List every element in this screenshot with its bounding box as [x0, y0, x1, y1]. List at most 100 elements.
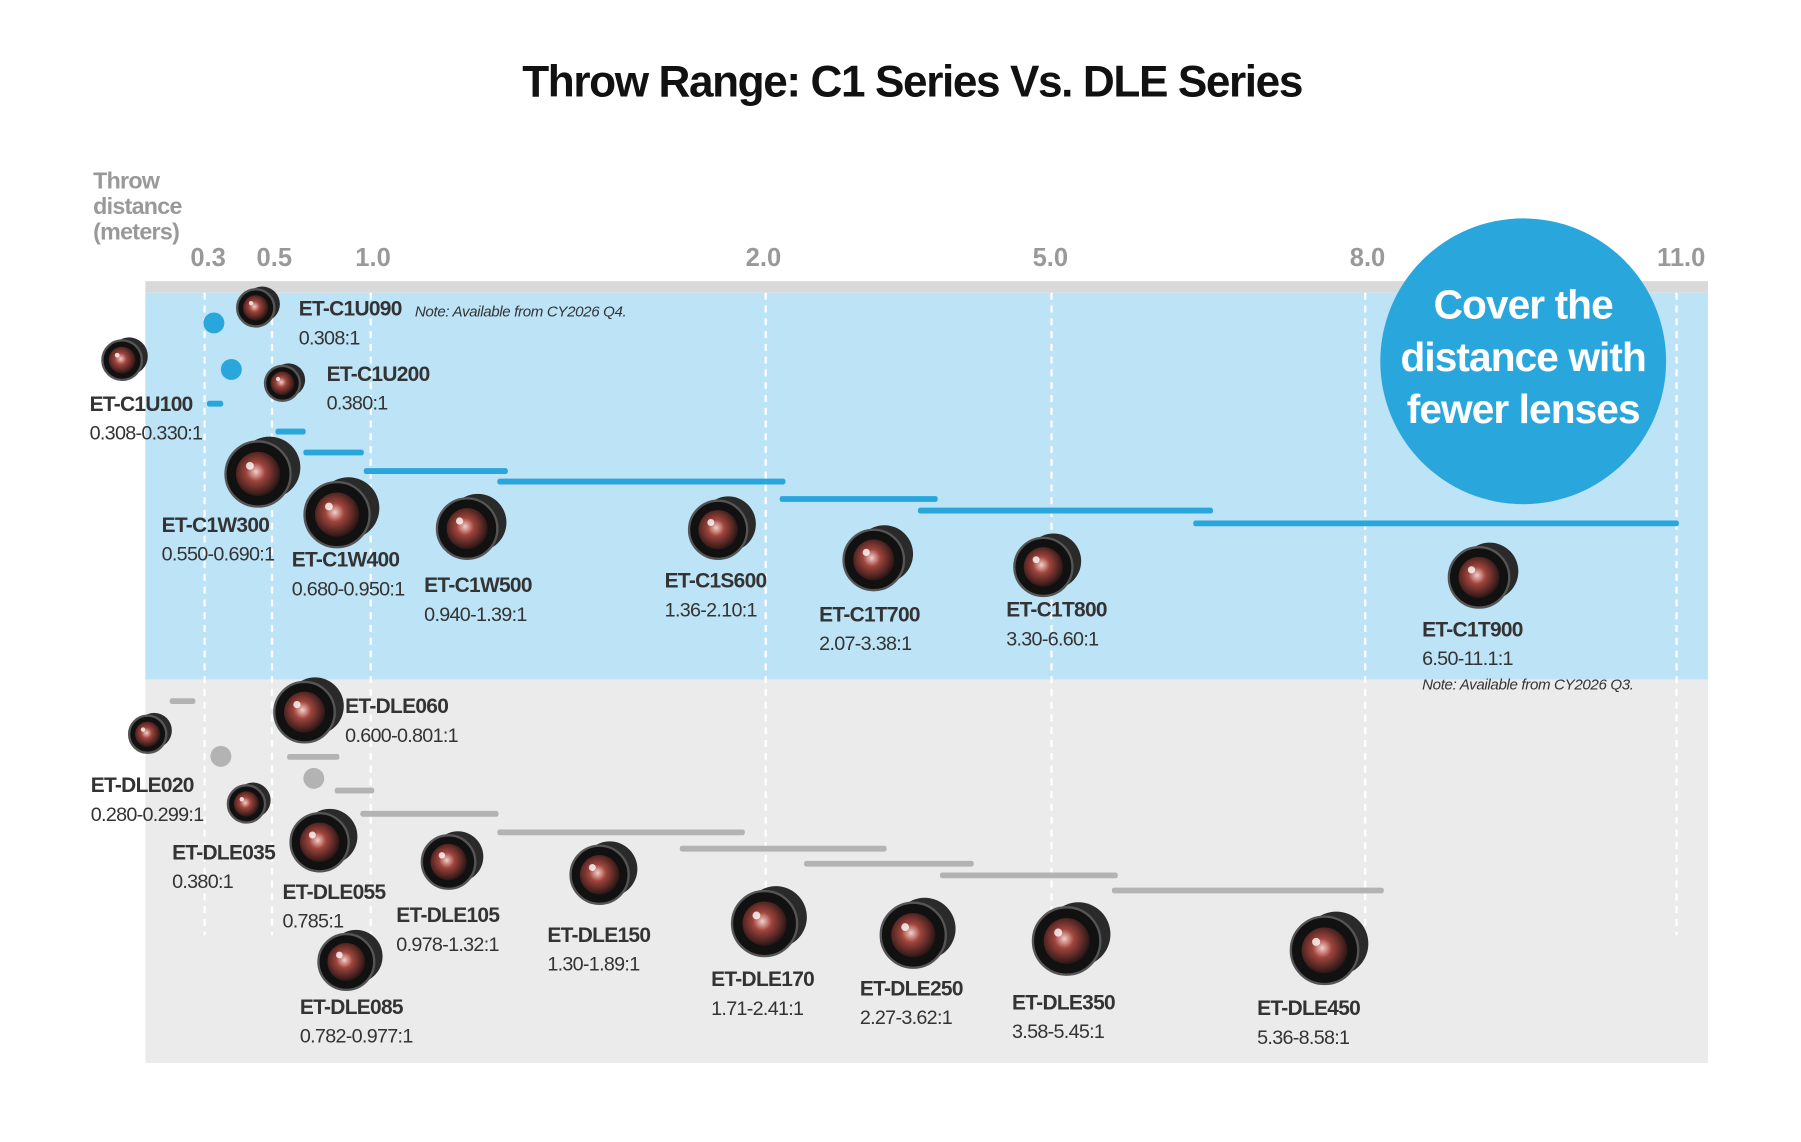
lens-icon [842, 525, 914, 592]
callout-text: distance with [1400, 334, 1645, 380]
lens-name: ET-DLE350 [1012, 991, 1115, 1014]
lens-glint [308, 831, 316, 839]
lens-name: ET-DLE150 [547, 924, 650, 947]
lens-glint [1032, 556, 1040, 564]
lens-glass [314, 492, 360, 537]
lens-ratio: 0.785:1 [282, 911, 344, 933]
lens-name: ET-DLE085 [300, 996, 404, 1019]
lens-icon [303, 477, 380, 549]
lens-icon [435, 493, 507, 560]
lens-name: ET-C1W400 [292, 549, 400, 572]
lens-name: ET-C1T900 [1422, 618, 1523, 641]
lens-icon [1447, 542, 1519, 609]
c1-range-bars [203, 312, 1679, 527]
lens-name: ET-DLE170 [711, 968, 814, 991]
lens-name: ET-DLE035 [172, 841, 276, 864]
axis-band [145, 281, 1708, 293]
lens-icon [226, 782, 271, 824]
lens-ratio: 0.978-1.32:1 [396, 934, 499, 956]
lens-glint [325, 502, 333, 511]
lens-ratio: 0.280-0.299:1 [91, 804, 204, 826]
lens-glint [1467, 566, 1476, 574]
lens-ratio: 2.27-3.62:1 [860, 1007, 953, 1029]
lens-ratio: 2.07-3.38:1 [819, 633, 912, 655]
lens-note: Note: Available from CY2026 Q3. [1422, 676, 1634, 693]
lens-glint [455, 517, 464, 525]
lens-name: ET-C1T800 [1006, 599, 1107, 622]
lens-name: ET-DLE450 [1257, 997, 1360, 1020]
lens-ratio: 0.380:1 [172, 871, 234, 893]
callout-text: Cover the [1434, 282, 1613, 328]
lens-ratio: 1.71-2.41:1 [711, 998, 804, 1020]
lens-name: ET-C1U200 [327, 363, 430, 386]
lens-glass [891, 913, 936, 958]
tick-label: 1.0 [355, 244, 391, 272]
lens-ratio: 0.940-1.39:1 [424, 604, 527, 626]
lens-ratio: 3.30-6.60:1 [1006, 628, 1099, 650]
lens-name: ET-C1U090 [299, 298, 402, 321]
lens-glint [248, 300, 254, 306]
lens-glass [135, 721, 161, 747]
lens-glass [1458, 556, 1500, 598]
lens-icon [1031, 902, 1111, 976]
lens-name: ET-DLE055 [282, 881, 386, 904]
lens-glass [1043, 918, 1090, 964]
lens-glass [243, 295, 269, 321]
lens-note: Note: Available from CY2026 Q4. [415, 303, 627, 320]
lens-name: ET-C1W300 [162, 514, 270, 537]
lens-icon [317, 929, 383, 991]
lens-glass [853, 539, 895, 581]
lens-icon [730, 886, 807, 958]
lens-name: ET-DLE020 [91, 774, 194, 797]
lens-name: ET-C1S600 [665, 570, 767, 593]
lens-ratio: 0.680-0.950:1 [292, 578, 405, 600]
lens-glint [752, 911, 761, 920]
lens-glass [299, 822, 340, 863]
lens-icon [1289, 911, 1369, 986]
axis-label: Throw [93, 168, 161, 194]
tick-label: 5.0 [1033, 244, 1069, 272]
lens-glint [293, 700, 301, 709]
lens-glint [862, 548, 870, 557]
lens-icon [224, 436, 301, 508]
lens-glint [588, 864, 596, 872]
lens-glint [336, 951, 343, 959]
callout-circle [1380, 218, 1667, 505]
lens-icon [1013, 533, 1082, 598]
lens-glass [579, 855, 620, 895]
lens-glint [1312, 937, 1321, 946]
lens-name: ET-DLE250 [860, 977, 963, 1000]
tick-label: 0.5 [257, 244, 293, 272]
lens-glass [283, 691, 326, 733]
lens-ratio: 6.50-11.1:1 [1422, 648, 1513, 670]
lens-glass [698, 510, 738, 550]
lens-ratio: 0.308-0.330:1 [90, 423, 203, 445]
lens-glass [742, 901, 787, 946]
lens-ratio: 0.380:1 [327, 393, 389, 415]
lens-icon [263, 363, 306, 402]
lens-icon [235, 286, 280, 328]
lens-ratio: 5.36-8.58:1 [1257, 1027, 1350, 1049]
lens-ratio: 1.36-2.10:1 [665, 599, 758, 621]
lens-ratio: 0.308:1 [299, 327, 361, 349]
lens-icon [879, 897, 956, 969]
title: Throw Range: C1 Series Vs. DLE Series [522, 57, 1302, 106]
lens-glass [108, 346, 136, 374]
lens-icon [101, 337, 148, 382]
lens-glass [1301, 927, 1348, 974]
lens-ratio: 0.782-0.977:1 [300, 1026, 413, 1048]
guide-lines [203, 292, 1678, 936]
axis-label: (meters) [93, 219, 179, 245]
lens-ratio: 0.600-0.801:1 [345, 725, 458, 747]
lens-glint [246, 461, 254, 470]
lens-glint [239, 797, 245, 802]
dle-region [145, 679, 1708, 1064]
tick-label: 8.0 [1350, 244, 1386, 272]
lens-icon [127, 712, 172, 754]
tick-label: 2.0 [746, 244, 782, 272]
lens-icon [289, 808, 358, 873]
lens-name: ET-C1T700 [819, 603, 920, 626]
lens-icon [687, 496, 756, 560]
callout-text: fewer lenses [1407, 386, 1640, 432]
lens-glass [1023, 547, 1064, 587]
